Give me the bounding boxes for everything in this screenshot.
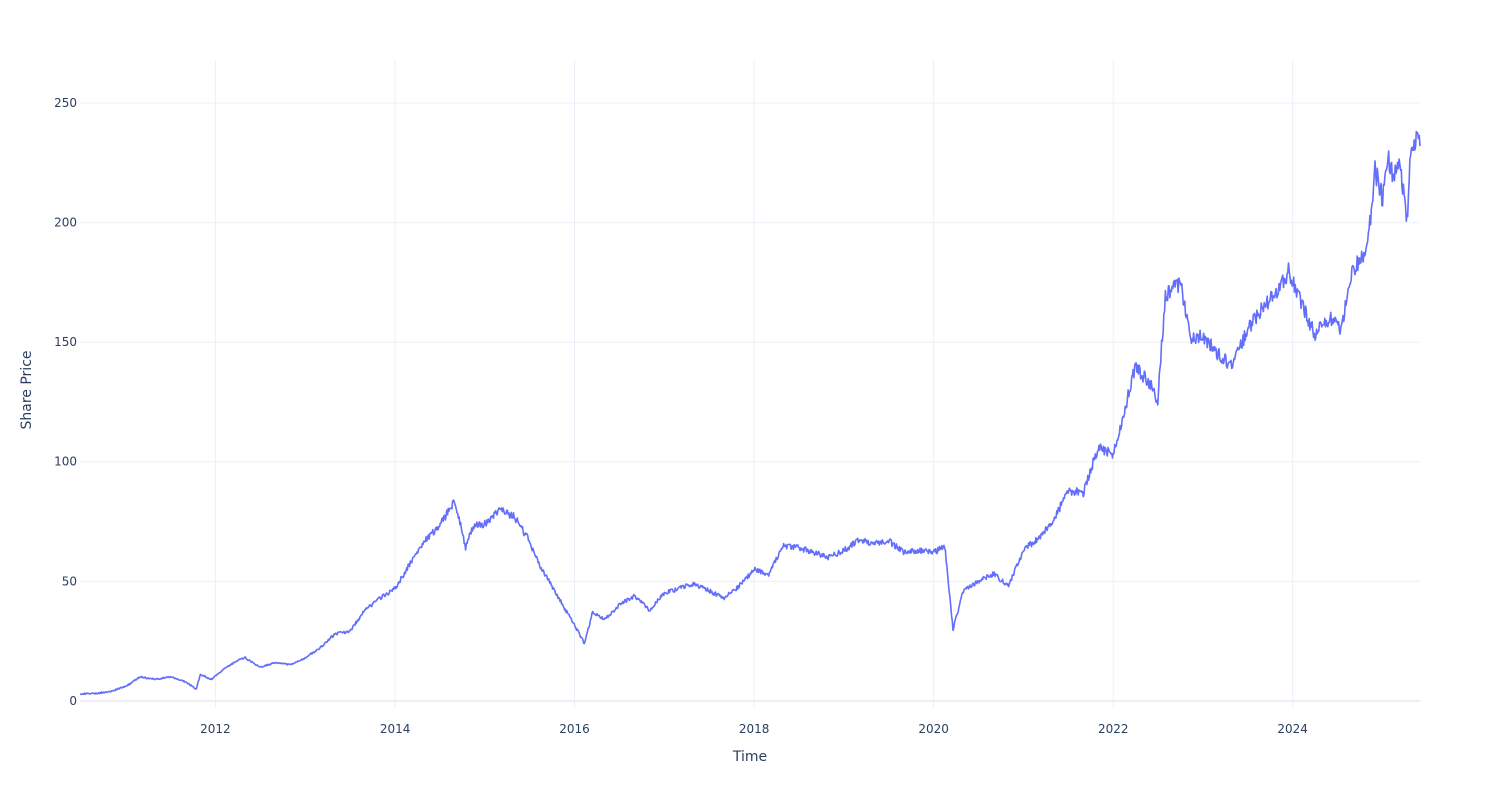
y-axis-title: Share Price — [19, 350, 35, 429]
x-tick-label: 2012 — [200, 722, 231, 736]
y-tick-label: 200 — [54, 216, 77, 230]
y-tick-labels: 0 50 100 150 200 250 — [54, 96, 77, 708]
x-grid — [214, 60, 1294, 708]
x-tick-labels: 2012 2014 2016 2018 2020 2022 2024 — [200, 722, 1308, 736]
x-tick-label: 2014 — [380, 722, 411, 736]
x-tick-label: 2016 — [559, 722, 590, 736]
x-axis-title: Time — [732, 749, 767, 765]
y-tick-label: 100 — [54, 455, 77, 469]
x-tick-label: 2024 — [1277, 722, 1308, 736]
y-tick-label: 50 — [62, 574, 77, 588]
y-tick-label: 150 — [54, 335, 77, 349]
x-tick-label: 2022 — [1098, 722, 1129, 736]
y-tick-label: 0 — [69, 694, 77, 708]
y-tick-label: 250 — [54, 96, 77, 110]
x-tick-label: 2020 — [918, 722, 949, 736]
series-layer — [79, 130, 1421, 696]
x-tick-label: 2018 — [739, 722, 770, 736]
y-grid — [80, 102, 1420, 702]
series-line — [79, 130, 1421, 696]
